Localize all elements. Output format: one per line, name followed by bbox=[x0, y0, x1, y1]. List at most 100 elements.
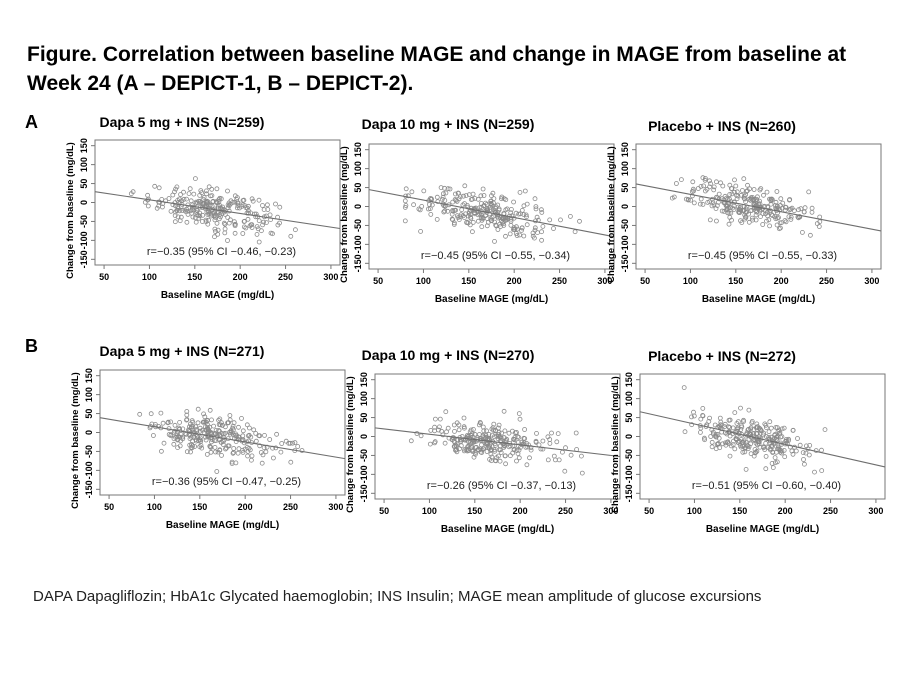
data-point bbox=[148, 411, 154, 417]
data-point bbox=[495, 425, 501, 431]
data-point bbox=[206, 427, 211, 433]
y-tick-label: -100 bbox=[84, 461, 94, 479]
data-point bbox=[768, 198, 774, 204]
regression-line bbox=[368, 189, 615, 238]
data-point bbox=[214, 200, 220, 206]
data-point bbox=[700, 413, 705, 418]
data-point bbox=[472, 196, 478, 201]
data-point bbox=[747, 186, 753, 192]
data-point bbox=[577, 218, 582, 224]
data-point bbox=[747, 431, 753, 437]
data-point bbox=[698, 196, 704, 202]
data-point bbox=[744, 442, 750, 448]
data-point bbox=[707, 178, 712, 184]
data-point bbox=[480, 215, 486, 221]
data-point bbox=[232, 222, 238, 227]
data-point bbox=[213, 449, 218, 455]
regression-line bbox=[639, 411, 886, 468]
data-point bbox=[263, 220, 269, 225]
data-point bbox=[213, 438, 219, 443]
data-point bbox=[494, 433, 500, 439]
data-point bbox=[191, 191, 197, 197]
data-point bbox=[175, 214, 181, 220]
data-point bbox=[454, 449, 460, 455]
data-point bbox=[783, 219, 789, 225]
data-point bbox=[433, 416, 438, 422]
data-point bbox=[521, 203, 527, 209]
data-point bbox=[439, 196, 445, 202]
data-point bbox=[445, 425, 451, 431]
data-point bbox=[513, 210, 519, 216]
y-tick-label: 150 bbox=[359, 372, 369, 387]
data-point bbox=[760, 211, 766, 216]
data-point bbox=[777, 220, 783, 226]
x-tick-label: 150 bbox=[461, 276, 476, 286]
y-tick-label: 50 bbox=[84, 409, 94, 419]
y-tick-label: 100 bbox=[624, 391, 634, 406]
data-point bbox=[698, 425, 704, 431]
y-tick-label: -150 bbox=[79, 250, 89, 268]
data-point bbox=[254, 232, 260, 237]
y-tick-label: 100 bbox=[84, 387, 94, 402]
y-tick-label: -50 bbox=[620, 219, 630, 232]
data-point bbox=[777, 203, 783, 208]
data-point bbox=[468, 216, 474, 221]
data-point bbox=[481, 203, 487, 208]
data-point bbox=[495, 227, 501, 232]
data-point bbox=[749, 196, 754, 202]
data-point bbox=[221, 431, 227, 437]
data-point bbox=[179, 208, 185, 213]
data-point bbox=[779, 450, 784, 456]
data-point bbox=[205, 221, 211, 227]
data-point bbox=[217, 447, 223, 453]
scatter-plot-a2: -150 -100 -50 0 50 100 150 50 100 150 200 250 300 r=−… bbox=[321, 142, 624, 319]
data-point bbox=[200, 427, 206, 433]
point-cloud bbox=[669, 175, 823, 238]
data-point bbox=[798, 206, 804, 212]
data-point bbox=[523, 212, 529, 218]
data-point bbox=[768, 447, 773, 453]
data-point bbox=[478, 193, 484, 199]
data-point bbox=[786, 214, 792, 219]
data-point bbox=[726, 210, 732, 216]
data-point bbox=[160, 204, 165, 210]
data-point bbox=[184, 409, 190, 414]
data-point bbox=[488, 216, 494, 222]
data-point bbox=[171, 441, 177, 447]
data-point bbox=[779, 426, 785, 432]
data-point bbox=[720, 183, 726, 189]
data-point bbox=[790, 428, 796, 433]
data-point bbox=[809, 205, 815, 211]
y-tick-label: 0 bbox=[359, 434, 369, 439]
x-tick-label: 150 bbox=[187, 272, 202, 282]
data-point bbox=[562, 468, 568, 474]
data-point bbox=[249, 196, 255, 202]
data-point bbox=[292, 440, 298, 445]
data-point bbox=[174, 184, 180, 190]
data-point bbox=[230, 450, 236, 456]
x-tick-label: 300 bbox=[597, 276, 612, 286]
data-point bbox=[753, 217, 759, 223]
data-point bbox=[807, 232, 813, 238]
data-point bbox=[220, 442, 226, 447]
data-point bbox=[478, 420, 483, 426]
data-point bbox=[503, 438, 509, 443]
data-point bbox=[235, 450, 241, 456]
data-point bbox=[519, 208, 525, 213]
data-point bbox=[248, 457, 254, 463]
data-point bbox=[230, 427, 236, 432]
data-point bbox=[572, 229, 578, 235]
data-point bbox=[707, 217, 713, 223]
data-point bbox=[160, 420, 166, 426]
data-point bbox=[495, 202, 501, 208]
data-point bbox=[279, 441, 285, 446]
regression-line bbox=[94, 191, 341, 230]
data-point bbox=[521, 212, 527, 217]
data-point bbox=[533, 204, 539, 209]
data-point bbox=[489, 193, 494, 199]
data-point bbox=[449, 437, 455, 443]
data-point bbox=[465, 220, 471, 226]
data-point bbox=[418, 229, 423, 234]
data-point bbox=[507, 453, 513, 459]
data-point bbox=[228, 428, 234, 434]
